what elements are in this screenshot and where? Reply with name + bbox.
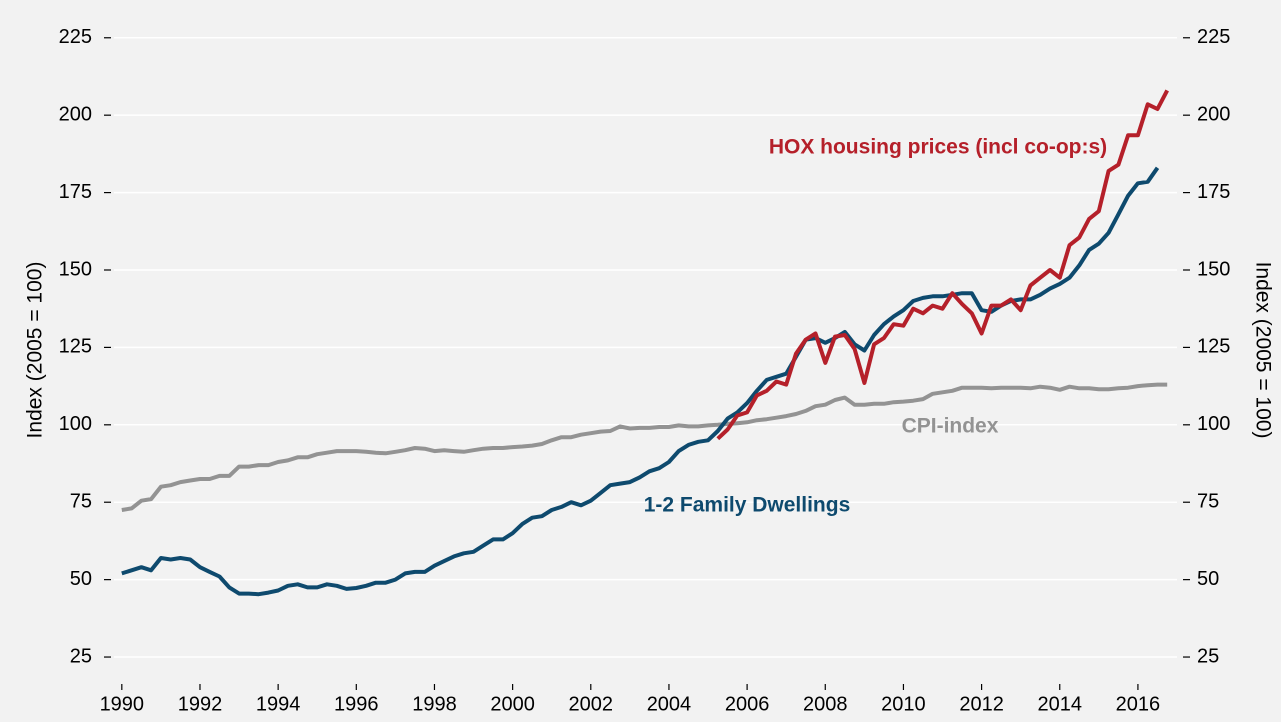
y-tick-label: 175 — [59, 181, 92, 203]
x-tick-label: 1990 — [100, 693, 145, 715]
y-tick-label: 25 — [70, 645, 92, 667]
x-tick-label: 2008 — [803, 693, 848, 715]
y-tick-label: 50 — [70, 568, 92, 590]
y-tick-label: 100 — [59, 413, 92, 435]
x-tick-label: 2004 — [647, 693, 692, 715]
x-tick-label: 1994 — [256, 693, 301, 715]
x-tick-label: 2006 — [725, 693, 770, 715]
y-tick-label: 75 — [70, 491, 92, 513]
x-tick-label: 2016 — [1116, 693, 1161, 715]
y-tick-label: 200 — [59, 103, 92, 125]
y2-tick-label: 225 — [1197, 26, 1230, 48]
x-tick-label: 2014 — [1038, 693, 1083, 715]
series-line — [121, 166, 1160, 597]
y2-tick-label: 175 — [1197, 181, 1230, 203]
series-label: 1-2 Family Dwellings — [644, 494, 851, 517]
x-tick-label: 2012 — [959, 693, 1004, 715]
series-label: HOX housing prices (incl co-op:s) — [769, 136, 1107, 159]
series-label: CPI-index — [902, 415, 999, 438]
x-tick-label: 2010 — [881, 693, 926, 715]
x-tick-label: 1996 — [334, 693, 379, 715]
y-tick-label: 150 — [59, 258, 92, 280]
y2-axis-label: Index (2005 = 100) — [1251, 262, 1274, 439]
y-tick-label: 125 — [59, 336, 92, 358]
y2-tick-label: 75 — [1197, 491, 1219, 513]
x-tick-label: 2002 — [569, 693, 614, 715]
y-tick-label: 225 — [59, 26, 92, 48]
y2-tick-label: 100 — [1197, 413, 1230, 435]
y2-tick-label: 125 — [1197, 336, 1230, 358]
y-axis-label: Index (2005 = 100) — [24, 262, 47, 439]
series-line — [716, 89, 1169, 441]
x-tick-label: 2000 — [490, 693, 535, 715]
x-tick-label: 1998 — [412, 693, 457, 715]
y2-tick-label: 150 — [1197, 258, 1230, 280]
y2-tick-label: 25 — [1197, 645, 1219, 667]
y2-tick-label: 50 — [1197, 568, 1219, 590]
series-line — [121, 382, 1168, 512]
x-tick-label: 1992 — [178, 693, 223, 715]
y2-tick-label: 200 — [1197, 103, 1230, 125]
